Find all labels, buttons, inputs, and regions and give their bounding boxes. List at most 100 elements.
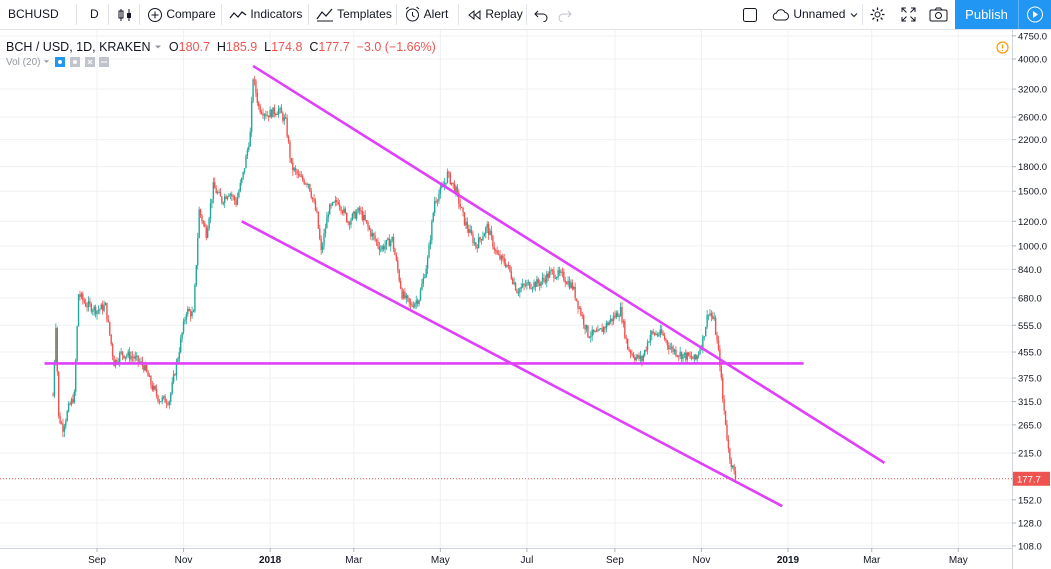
y-tick-label: 1200.0 bbox=[1018, 217, 1047, 228]
candle-body bbox=[513, 282, 515, 284]
candle-body bbox=[649, 334, 652, 342]
candle-body bbox=[722, 377, 724, 400]
replay-button[interactable]: Replay bbox=[466, 0, 523, 29]
candle-body bbox=[164, 396, 166, 403]
candle-body bbox=[676, 355, 679, 357]
candle-body bbox=[313, 199, 315, 202]
x-tick-label: Sep bbox=[88, 555, 106, 566]
candle-body bbox=[76, 326, 78, 361]
warning-icon[interactable] bbox=[996, 41, 1009, 54]
symbol-search[interactable]: BCHUSD bbox=[8, 0, 59, 29]
candle-body bbox=[723, 399, 725, 411]
candle-body bbox=[455, 186, 457, 193]
close-icon[interactable] bbox=[84, 57, 95, 68]
candle-body bbox=[375, 239, 378, 242]
caret-down-icon[interactable] bbox=[154, 43, 162, 51]
snapshot-button[interactable] bbox=[929, 0, 948, 29]
candle-body bbox=[151, 384, 154, 390]
candle-body bbox=[529, 281, 531, 289]
alarm-clock-icon bbox=[405, 6, 420, 22]
candle-body bbox=[553, 270, 555, 279]
indicators-button[interactable]: Indicators bbox=[229, 0, 302, 29]
candle-body bbox=[550, 269, 552, 272]
undo-icon bbox=[534, 10, 548, 23]
candle-body bbox=[497, 254, 500, 256]
candle-body bbox=[181, 332, 183, 339]
candle-body bbox=[228, 194, 230, 197]
chart-style-button[interactable] bbox=[117, 0, 133, 29]
last-price-tag bbox=[1013, 471, 1050, 486]
price-axis[interactable]: 4750.0 4000.0 3200.0 2600.0 2200.0 1800.0 1500… bbox=[1012, 31, 1047, 552]
candle-body bbox=[249, 131, 251, 147]
candle-body bbox=[697, 353, 700, 356]
candle-body bbox=[310, 191, 312, 198]
candle-body bbox=[397, 260, 399, 271]
eye-icon[interactable] bbox=[55, 57, 66, 68]
candle-body bbox=[683, 352, 686, 355]
candle-body bbox=[204, 223, 206, 228]
candle-body bbox=[665, 339, 667, 341]
candle-body bbox=[184, 319, 186, 322]
candle-body bbox=[60, 423, 63, 425]
settings-small-icon[interactable] bbox=[69, 57, 80, 68]
candle-body bbox=[338, 204, 341, 207]
candle-body bbox=[296, 170, 298, 174]
candle-body bbox=[286, 118, 288, 137]
candle-body bbox=[136, 355, 138, 357]
high-label: H bbox=[216, 40, 226, 54]
more-icon[interactable] bbox=[99, 57, 110, 68]
candle-body bbox=[367, 222, 369, 227]
templates-button[interactable]: Templates bbox=[316, 0, 392, 29]
x-tick-label: Jul bbox=[521, 555, 534, 566]
time-axis[interactable]: Sep Nov 2018 Mar May Jul Sep Nov 2019 Mar May bbox=[88, 548, 968, 566]
fullscreen-button[interactable] bbox=[901, 0, 916, 29]
candle-body bbox=[712, 316, 714, 319]
candle-body bbox=[360, 210, 362, 212]
candle-body bbox=[560, 271, 562, 273]
publish-video-button[interactable] bbox=[1018, 0, 1051, 29]
candle-body bbox=[121, 351, 124, 356]
undo-button[interactable] bbox=[534, 0, 548, 29]
layout-name-dropdown[interactable]: Unnamed bbox=[772, 0, 859, 29]
candle-body bbox=[382, 246, 385, 250]
fullscreen-box-button[interactable] bbox=[742, 0, 758, 29]
toolbar-divider bbox=[526, 4, 527, 25]
candle-body bbox=[500, 255, 503, 260]
interval-button[interactable]: D bbox=[90, 0, 99, 29]
candle-body bbox=[433, 201, 436, 213]
camera-icon bbox=[929, 7, 948, 22]
candle-body bbox=[120, 351, 122, 354]
candle-body bbox=[635, 357, 637, 361]
candle-body bbox=[77, 294, 80, 327]
price-chart[interactable]: 4750.0 4000.0 3200.0 2600.0 2200.0 1800.0 1500… bbox=[0, 30, 1051, 569]
candle-body bbox=[436, 200, 439, 202]
symbol-legend: BCH / USD, 1D, KRAKEN O180.7 H185.9 L174… bbox=[6, 40, 436, 54]
compare-button[interactable]: Compare bbox=[147, 0, 216, 29]
candle-body bbox=[124, 356, 127, 359]
settings-button[interactable] bbox=[869, 0, 886, 29]
indicators-icon bbox=[229, 10, 247, 19]
candle-body bbox=[473, 242, 476, 244]
candle-body bbox=[679, 352, 681, 357]
toolbar-divider bbox=[108, 4, 109, 25]
candle-body bbox=[324, 228, 327, 234]
candle-body bbox=[56, 328, 58, 372]
candle-body bbox=[503, 258, 505, 264]
candle-body bbox=[507, 264, 510, 266]
candle-body bbox=[327, 214, 329, 218]
candle-body bbox=[537, 279, 539, 284]
candle-body bbox=[316, 210, 318, 212]
publish-button[interactable]: Publish bbox=[955, 0, 1018, 29]
y-tick-label: 680.0 bbox=[1018, 293, 1042, 304]
candle-body bbox=[468, 228, 470, 233]
alert-button[interactable]: Alert bbox=[404, 0, 448, 29]
candle-body bbox=[111, 344, 114, 356]
caret-down-icon[interactable] bbox=[43, 58, 50, 65]
candle-body bbox=[639, 356, 642, 359]
candle-body bbox=[453, 183, 456, 193]
trendline-group[interactable] bbox=[44, 64, 886, 508]
candle-body bbox=[306, 183, 308, 186]
candle-body bbox=[458, 192, 460, 204]
redo-button[interactable] bbox=[558, 0, 572, 29]
high-value: 185.9 bbox=[225, 40, 258, 54]
